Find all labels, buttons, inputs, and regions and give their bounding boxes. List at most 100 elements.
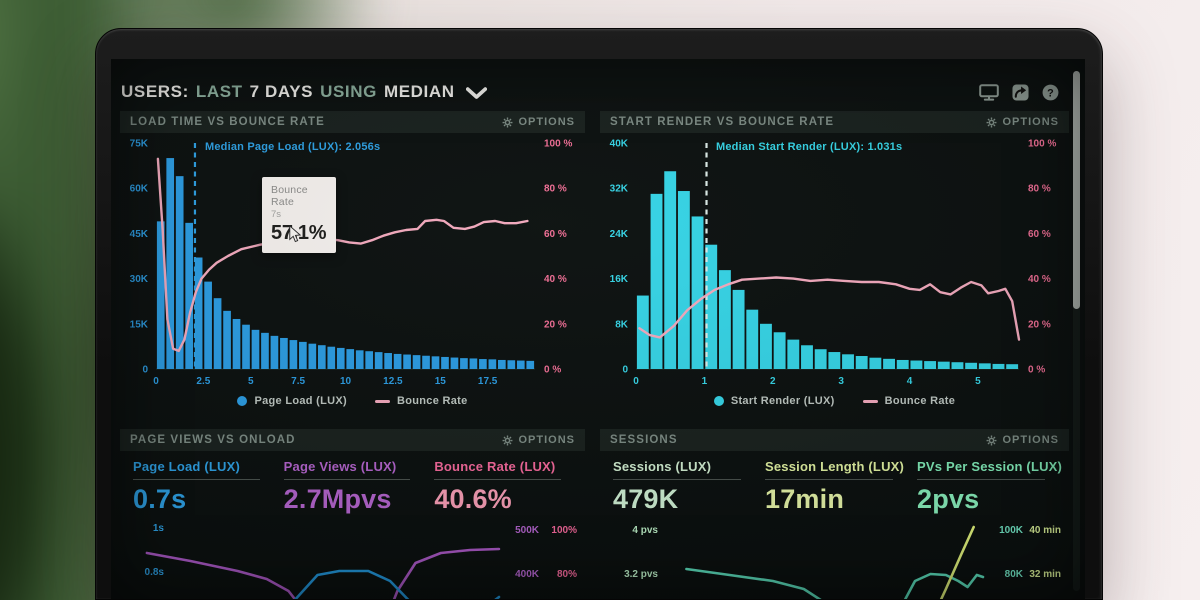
svg-text:0: 0: [633, 376, 639, 387]
panel-page-views-vs-onload: PAGE VIEWS VS ONLOAD OPTIONS Page Load (…: [120, 429, 585, 599]
start-render-histogram[interactable]: 40K 32K 24K 16K 8K 0 100 % 80 % 60 % 40 % 20 % 0 % 0…: [600, 133, 1069, 389]
metric-page-load: Page Load (LUX) 0.7s: [133, 459, 284, 515]
svg-text:16K: 16K: [610, 274, 629, 285]
legend-swatch: [374, 399, 390, 403]
legend-item[interactable]: Bounce Rate: [862, 395, 956, 407]
metric-label: Page Load (LUX): [133, 459, 241, 474]
svg-text:100 %: 100 %: [1028, 139, 1056, 150]
sessions-mini-chart[interactable]: 4 pvs 3.2 pvs 100K 40 min 80K 32 min: [600, 519, 1069, 599]
svg-text:20 %: 20 %: [1028, 319, 1051, 330]
header-using-label: USING: [320, 82, 377, 101]
tooltip-value: 57.1%: [271, 222, 327, 244]
options-label: OPTIONS: [518, 434, 575, 446]
svg-text:2.5: 2.5: [196, 376, 210, 387]
load-time-chart-canvas[interactable]: 75K 60K 45K 30K 15K 0 100 % 80 % 60 % 40 % 20 % 0 %…: [120, 133, 585, 389]
svg-text:0: 0: [142, 365, 148, 376]
panel-header: START RENDER VS BOUNCE RATE OPTIONS: [600, 111, 1069, 133]
metric-label: Bounce Rate (LUX): [434, 459, 556, 474]
options-button[interactable]: OPTIONS: [502, 116, 575, 128]
svg-text:3.2 pvs: 3.2 pvs: [624, 569, 658, 580]
laptop: USERS: LAST 7 DAYS USING MEDIAN: [95, 28, 1103, 600]
share-icon[interactable]: [1012, 83, 1029, 101]
svg-text:60 %: 60 %: [1028, 229, 1051, 240]
metric-value: 0.7s: [133, 484, 187, 514]
scrollbar-track[interactable]: [1073, 71, 1080, 591]
scrollbar-thumb[interactable]: [1073, 71, 1080, 309]
svg-text:17.5: 17.5: [478, 376, 498, 387]
mini-chart-canvas[interactable]: 4 pvs 3.2 pvs 100K 40 min 80K 32 min: [600, 519, 1069, 599]
metric-label: Sessions (LUX): [613, 459, 712, 474]
svg-text:40 %: 40 %: [1028, 274, 1051, 285]
chart-legend: Page Load (LUX) Bounce Rate: [120, 389, 585, 413]
legend-label: Start Render (LUX): [730, 395, 835, 407]
legend-item[interactable]: Bounce Rate: [374, 395, 468, 407]
start-render-chart-canvas[interactable]: 40K 32K 24K 16K 8K 0 100 % 80 % 60 % 40 % 20 % 0 % 0…: [600, 133, 1069, 389]
load-time-histogram[interactable]: 75K 60K 45K 30K 15K 0 100 % 80 % 60 % 40 % 20 % 0 %…: [120, 133, 585, 389]
legend-item[interactable]: Start Render (LUX): [713, 395, 835, 407]
svg-text:75K: 75K: [130, 139, 149, 150]
panel-header: PAGE VIEWS VS ONLOAD OPTIONS: [120, 429, 585, 451]
svg-text:400K: 400K: [515, 569, 540, 580]
svg-text:80%: 80%: [557, 569, 577, 580]
options-button[interactable]: OPTIONS: [986, 116, 1059, 128]
metric-underline: [917, 479, 1045, 480]
tooltip-subtitle: 7s: [271, 209, 282, 220]
svg-text:4 pvs: 4 pvs: [632, 525, 658, 536]
header-toolbar: ?: [979, 83, 1059, 101]
svg-text:20 %: 20 %: [544, 319, 567, 330]
svg-text:60K: 60K: [130, 184, 149, 195]
users-range-dropdown[interactable]: USERS: LAST 7 DAYS USING MEDIAN: [121, 82, 487, 102]
svg-text:7.5: 7.5: [291, 376, 305, 387]
svg-text:0.8s: 0.8s: [145, 567, 165, 578]
metric-session-length: Session Length (LUX) 17min: [765, 459, 917, 515]
median-annotation: Median Page Load (LUX): 2.056s: [205, 141, 381, 153]
options-button[interactable]: OPTIONS: [502, 434, 575, 446]
svg-text:100 %: 100 %: [544, 139, 572, 150]
metric-bounce-rate: Bounce Rate (LUX) 40.6%: [434, 459, 585, 515]
panel-title: SESSIONS: [610, 434, 678, 446]
dashboard-screen: USERS: LAST 7 DAYS USING MEDIAN: [111, 59, 1085, 599]
panel-title: START RENDER VS BOUNCE RATE: [610, 116, 835, 128]
options-button[interactable]: OPTIONS: [986, 434, 1059, 446]
gear-icon: [987, 435, 997, 445]
header-users-label: USERS:: [121, 82, 189, 101]
metric-underline: [434, 479, 561, 480]
header-range-label: 7 DAYS: [249, 82, 314, 101]
metric-label: PVs Per Session (LUX): [917, 459, 1063, 474]
legend-label: Bounce Rate: [884, 395, 956, 407]
metrics-row: Page Load (LUX) 0.7s Page Views (LUX) 2.…: [120, 451, 585, 515]
svg-text:10: 10: [340, 376, 352, 387]
gear-icon: [503, 435, 513, 445]
tooltip-title: Bounce Rate: [271, 184, 308, 208]
svg-text:80K: 80K: [1005, 569, 1024, 580]
svg-text:12.5: 12.5: [383, 376, 403, 387]
dashboard-header: USERS: LAST 7 DAYS USING MEDIAN: [111, 59, 1085, 111]
options-label: OPTIONS: [518, 116, 575, 128]
svg-text:80 %: 80 %: [1028, 184, 1051, 195]
chart-legend: Start Render (LUX) Bounce Rate: [600, 389, 1069, 413]
gear-icon: [503, 117, 513, 127]
gear-icon: [987, 117, 997, 127]
svg-text:0 %: 0 %: [544, 365, 561, 376]
legend-label: Page Load (LUX): [254, 395, 347, 407]
svg-text:32K: 32K: [610, 184, 629, 195]
metric-underline: [613, 479, 741, 480]
metric-pvs-per-session: PVs Per Session (LUX) 2pvs: [917, 459, 1069, 515]
svg-text:60 %: 60 %: [544, 229, 567, 240]
svg-text:45K: 45K: [130, 229, 149, 240]
panel-title: LOAD TIME VS BOUNCE RATE: [130, 116, 325, 128]
metric-value: 17min: [765, 484, 845, 514]
metric-label: Session Length (LUX): [765, 459, 905, 474]
panel-header: LOAD TIME VS BOUNCE RATE OPTIONS: [120, 111, 585, 133]
metric-label: Page Views (LUX): [283, 459, 397, 474]
metric-value: 2.7Mpvs: [283, 484, 392, 514]
display-icon[interactable]: [979, 83, 999, 101]
cursor-icon: [289, 225, 302, 243]
legend-item[interactable]: Page Load (LUX): [237, 395, 347, 407]
help-icon[interactable]: ?: [1042, 84, 1059, 101]
svg-text:40 %: 40 %: [544, 274, 567, 285]
options-label: OPTIONS: [1002, 116, 1059, 128]
